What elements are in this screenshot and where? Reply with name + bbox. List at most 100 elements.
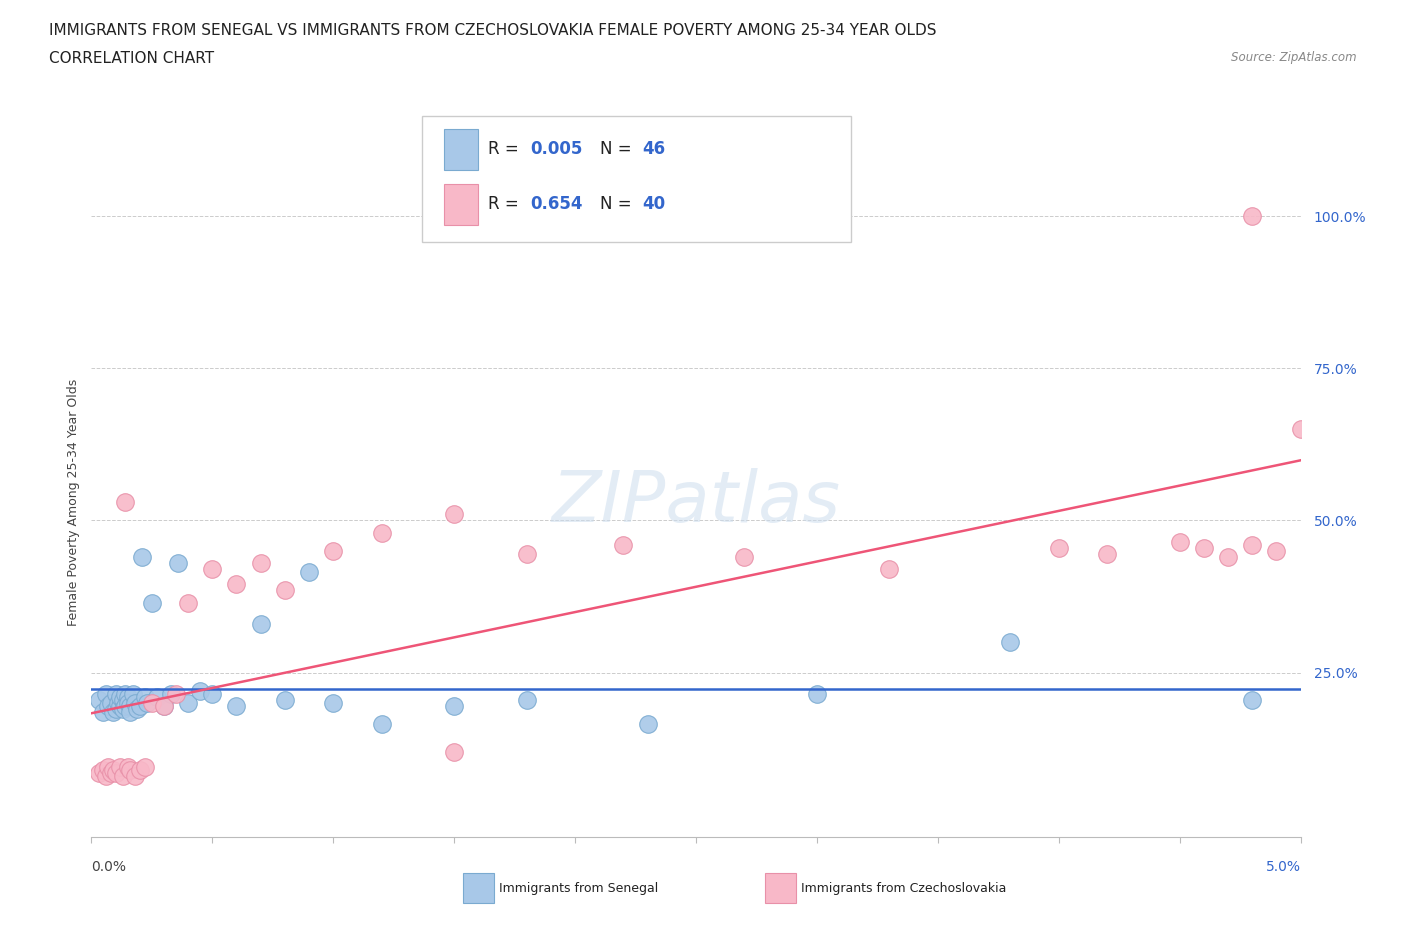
Point	[249, 555, 271, 570]
Point	[141, 696, 163, 711]
Point	[201, 686, 224, 701]
Point	[637, 717, 659, 732]
Text: Immigrants from Czechoslovakia: Immigrants from Czechoslovakia	[801, 882, 1007, 895]
Point	[93, 763, 115, 777]
Point	[1216, 550, 1239, 565]
Point	[370, 525, 392, 540]
Text: R =: R =	[488, 195, 524, 213]
Point	[141, 595, 163, 610]
Point	[111, 769, 134, 784]
Point	[516, 693, 538, 708]
Point	[101, 763, 124, 777]
Text: 0.654: 0.654	[530, 195, 582, 213]
Text: IMMIGRANTS FROM SENEGAL VS IMMIGRANTS FROM CZECHOSLOVAKIA FEMALE POVERTY AMONG 2: IMMIGRANTS FROM SENEGAL VS IMMIGRANTS FR…	[49, 23, 936, 38]
Point	[136, 696, 159, 711]
Point	[322, 543, 344, 558]
Point	[127, 702, 149, 717]
Point	[443, 698, 465, 713]
Point	[87, 693, 110, 708]
Point	[153, 698, 176, 713]
Point	[370, 717, 392, 732]
Point	[111, 702, 134, 717]
Point	[114, 686, 136, 701]
Point	[120, 698, 142, 713]
Point	[134, 760, 156, 775]
Point	[128, 763, 150, 777]
Text: N =: N =	[600, 195, 637, 213]
Point	[879, 562, 901, 577]
Text: 46: 46	[643, 140, 665, 158]
Point	[120, 705, 142, 720]
Text: ZIPatlas: ZIPatlas	[551, 468, 841, 537]
Point	[117, 696, 139, 711]
Point	[153, 698, 176, 713]
Text: 5.0%: 5.0%	[1265, 859, 1301, 874]
Point	[104, 765, 127, 780]
Point	[124, 769, 146, 784]
Point	[1047, 540, 1070, 555]
Point	[114, 495, 136, 510]
Point	[117, 760, 139, 775]
Point	[110, 698, 132, 713]
Point	[188, 684, 211, 698]
Point	[177, 696, 200, 711]
Text: CORRELATION CHART: CORRELATION CHART	[49, 51, 214, 66]
Y-axis label: Female Poverty Among 25-34 Year Olds: Female Poverty Among 25-34 Year Olds	[67, 379, 80, 626]
Point	[134, 689, 156, 704]
Point	[160, 686, 183, 701]
Point	[104, 702, 127, 717]
Point	[107, 696, 129, 711]
Text: R =: R =	[488, 140, 524, 158]
Point	[121, 686, 143, 701]
Point	[612, 538, 634, 552]
Point	[117, 689, 139, 704]
Point	[274, 583, 297, 598]
Point	[104, 686, 127, 701]
Point	[97, 760, 120, 775]
Text: 0.0%: 0.0%	[91, 859, 127, 874]
Point	[201, 562, 224, 577]
Point	[1095, 547, 1118, 562]
Point	[225, 698, 247, 713]
Point	[97, 698, 120, 713]
Text: N =: N =	[600, 140, 637, 158]
Point	[1265, 543, 1288, 558]
Point	[443, 507, 465, 522]
Point	[322, 696, 344, 711]
Point	[443, 744, 465, 759]
Point	[100, 765, 122, 780]
Point	[93, 705, 115, 720]
Point	[94, 686, 117, 701]
Text: 40: 40	[643, 195, 665, 213]
Point	[94, 769, 117, 784]
Text: 0.005: 0.005	[530, 140, 582, 158]
Point	[110, 689, 132, 704]
Point	[145, 689, 167, 704]
Point	[806, 686, 828, 701]
Point	[1000, 635, 1022, 650]
Point	[1241, 693, 1264, 708]
Point	[114, 698, 136, 713]
Point	[733, 550, 755, 565]
Point	[1168, 535, 1191, 550]
Point	[110, 760, 132, 775]
Point	[87, 765, 110, 780]
Point	[131, 550, 153, 565]
Text: Source: ZipAtlas.com: Source: ZipAtlas.com	[1232, 51, 1357, 64]
Point	[516, 547, 538, 562]
Point	[167, 555, 190, 570]
Point	[120, 763, 142, 777]
Point	[124, 696, 146, 711]
Point	[100, 696, 122, 711]
Point	[177, 595, 200, 610]
Point	[274, 693, 297, 708]
Point	[1241, 538, 1264, 552]
Point	[249, 617, 271, 631]
Point	[1241, 208, 1264, 223]
Text: Immigrants from Senegal: Immigrants from Senegal	[499, 882, 658, 895]
Point	[128, 698, 150, 713]
Point	[1192, 540, 1215, 555]
Point	[165, 686, 187, 701]
Point	[101, 705, 124, 720]
Point	[111, 693, 134, 708]
